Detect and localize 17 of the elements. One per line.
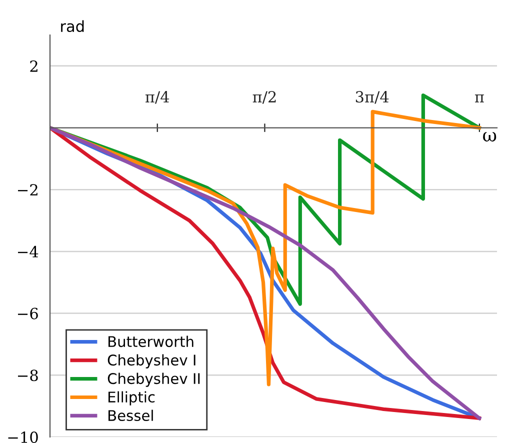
y-tick-label: −2 bbox=[18, 184, 38, 196]
y-tick-label: −8 bbox=[18, 370, 38, 382]
y-tick-label: −4 bbox=[18, 246, 38, 258]
legend-label: Bessel bbox=[108, 410, 153, 422]
legend-label: Elliptic bbox=[108, 391, 155, 406]
y-tick-label: −10 bbox=[8, 431, 38, 443]
y-axis-title: rad bbox=[61, 20, 84, 32]
y-tick-label: −6 bbox=[18, 308, 38, 320]
legend-label: Chebyshev II bbox=[108, 372, 200, 387]
x-tick-label: π bbox=[474, 94, 484, 102]
x-tick-label: 3π/4 bbox=[356, 91, 389, 104]
legend-label: Chebyshev I bbox=[108, 354, 196, 368]
legend-label: Butterworth bbox=[108, 336, 194, 348]
x-tick-label: π/4 bbox=[145, 91, 170, 104]
y-tick-label: 2 bbox=[30, 60, 38, 72]
x-tick-label: π/2 bbox=[252, 91, 276, 104]
x-axis-title: ω bbox=[483, 132, 496, 142]
